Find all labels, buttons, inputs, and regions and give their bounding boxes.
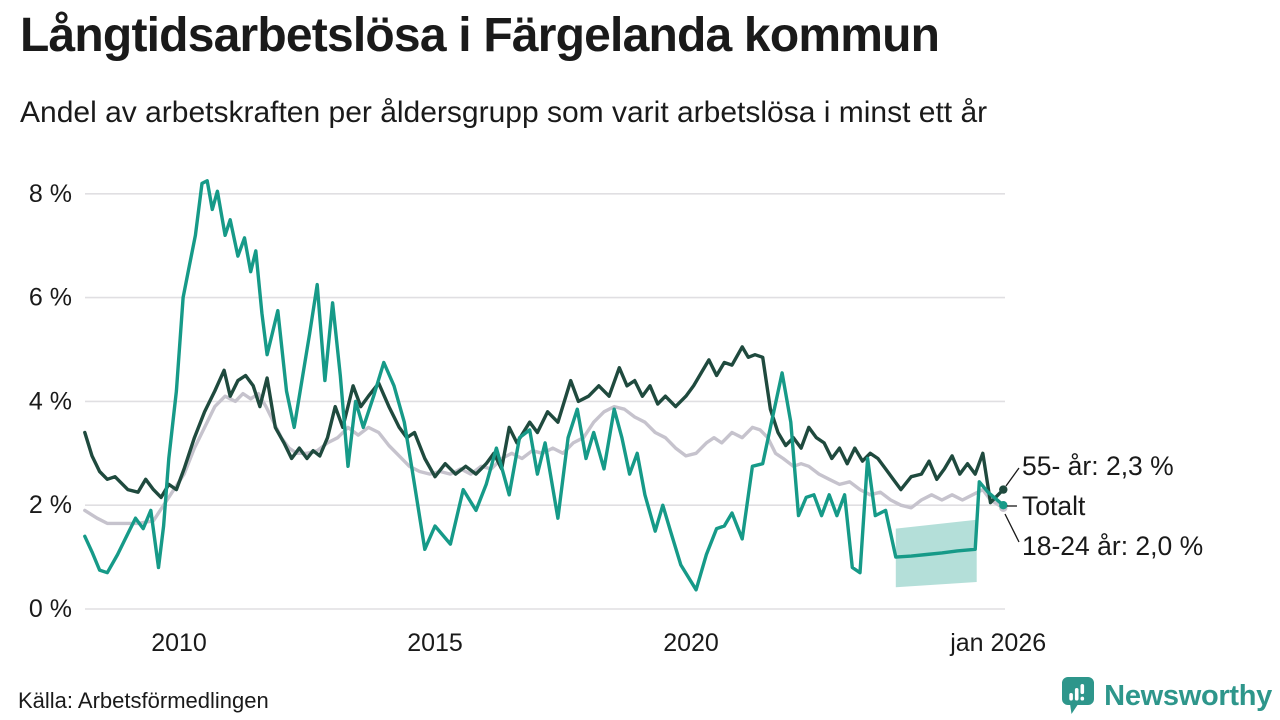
series-end-dot-18-24-ar	[999, 501, 1008, 510]
series-end-label: 18-24 år: 2,0 %	[1022, 531, 1203, 561]
newsworthy-logo-icon	[1062, 677, 1095, 714]
y-tick-label: 4 %	[29, 387, 72, 415]
x-tick-label: 2020	[663, 629, 719, 657]
y-tick-label: 2 %	[29, 491, 72, 519]
y-tick-label: 0 %	[29, 595, 72, 623]
annotation-leader-line	[1005, 467, 1020, 487]
x-tick-label: jan 2026	[949, 629, 1046, 657]
newsworthy-logo: Newsworthy	[1061, 676, 1272, 716]
y-tick-label: 8 %	[29, 180, 72, 208]
annotation-leader-line	[1004, 513, 1020, 543]
series-end-label: 55- år: 2,3 %	[1022, 451, 1174, 481]
series-line-55-ar	[83, 345, 1005, 505]
source-note: Källa: Arbetsförmedlingen	[18, 688, 269, 713]
series-end-dot-55-ar	[999, 485, 1008, 494]
page-subtitle: Andel av arbetskraften per åldersgrupp s…	[20, 96, 988, 129]
series-end-label: Totalt	[1022, 491, 1086, 521]
x-tick-label: 2015	[407, 629, 463, 657]
x-tick-label: 2010	[151, 629, 207, 657]
y-tick-label: 6 %	[29, 284, 72, 312]
series-line-18-24-ar	[83, 179, 1005, 592]
newsworthy-wordmark: Newsworthy	[1104, 679, 1272, 712]
page-title: Långtidsarbetslösa i Färgelanda kommun	[20, 9, 940, 62]
series-line-totalt	[83, 391, 1005, 526]
